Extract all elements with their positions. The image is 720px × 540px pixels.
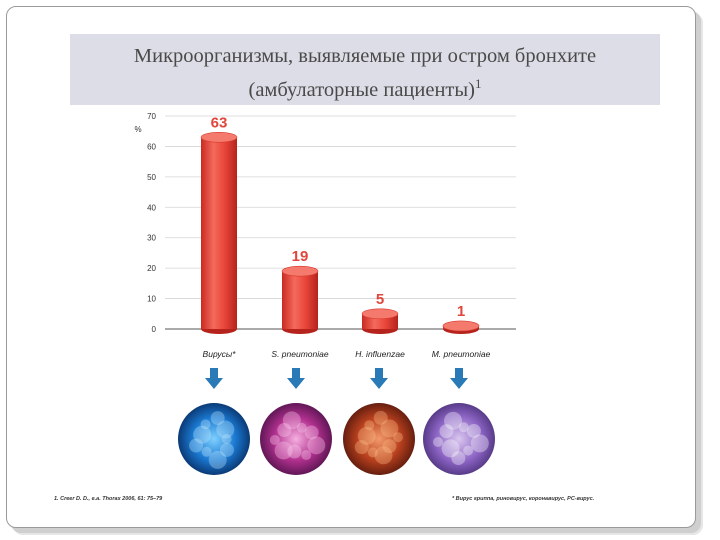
virus-footnote: * Вирус гриппа, риновирус, коронавирус, … [452, 496, 595, 502]
x-category-label: M. pneumoniae [432, 349, 491, 359]
y-tick-label: 30 [147, 234, 156, 243]
micrograph-disc [260, 403, 332, 475]
micrograph-texture [277, 423, 292, 438]
micrograph-texture [451, 451, 466, 466]
micrograph-texture [210, 411, 225, 426]
x-category-label: Вирусы* [203, 349, 237, 359]
bar-value-label: 1 [457, 303, 465, 320]
micrograph-texture [374, 446, 393, 465]
x-category-label: H. influenzae [355, 349, 405, 359]
micrograph-texture [354, 440, 369, 455]
micrograph-disc [423, 403, 495, 475]
source-footnote: 1. Creer D. D., e.a. Thorax 2006, 61: 75… [54, 496, 163, 502]
y-tick-label: 50 [147, 173, 156, 182]
m-pneumoniae-micrograph [423, 403, 495, 475]
s-pneumoniae-micrograph [260, 403, 332, 475]
h-influenzae-micrograph [343, 403, 415, 475]
micrograph-texture [269, 435, 280, 446]
bar-value-label: 19 [292, 248, 309, 265]
micrograph-texture [193, 425, 212, 444]
bar-top [361, 308, 399, 320]
bar-top [442, 320, 480, 332]
micrograph-disc [178, 403, 250, 475]
micrograph-texture [458, 422, 469, 433]
bar-value-label: 5 [376, 291, 384, 308]
y-axis-label: % [134, 125, 141, 134]
micrograph-disc [343, 403, 415, 475]
micrograph-texture [432, 436, 443, 447]
micrograph-texture [441, 439, 460, 458]
down-arrow-icon [205, 368, 223, 389]
down-arrow-icon [370, 368, 388, 389]
bar-top [200, 132, 238, 143]
down-arrow-icon [287, 368, 305, 389]
micrograph-texture [221, 434, 232, 444]
bar-body [282, 271, 318, 329]
bar-1 [281, 265, 319, 334]
y-tick-label: 70 [147, 112, 156, 121]
micrograph-texture [282, 411, 301, 430]
micrograph-texture [301, 450, 312, 461]
bar-3 [442, 320, 480, 334]
bar-value-label: 63 [211, 114, 228, 131]
down-arrow-icon [450, 368, 468, 389]
slide-title-line-2: (амбулаторные пациенты)1 [70, 70, 660, 104]
micrograph-texture [357, 426, 376, 445]
y-tick-label: 40 [147, 203, 156, 212]
y-tick-label: 60 [147, 142, 156, 151]
slide-title-line-1: Микроорганизмы, выявляемые при остром бр… [133, 45, 597, 67]
micrograph-texture [367, 447, 378, 458]
y-tick-label: 10 [147, 295, 156, 304]
bar-2 [361, 308, 399, 334]
micrograph-texture [392, 432, 403, 443]
micrograph-texture [444, 411, 463, 430]
virus-micrograph [178, 403, 250, 475]
x-category-label: S. pneumoniae [271, 349, 328, 359]
y-tick-label: 0 [152, 325, 157, 334]
micrograph-texture [470, 434, 489, 453]
micrograph-texture [296, 422, 307, 433]
micrograph-texture [364, 420, 375, 431]
micrograph-texture [382, 439, 397, 454]
bar-top [281, 265, 319, 277]
micrograph-texture [304, 425, 319, 440]
micrograph-texture [439, 424, 454, 439]
citation-marker: 1 [475, 76, 482, 91]
micrograph-texture [380, 419, 399, 438]
bar-0 [200, 132, 238, 334]
micrograph-texture [463, 445, 474, 456]
micrograph-texture [287, 444, 302, 459]
micrograph-texture [200, 419, 211, 430]
micrograph-texture [373, 410, 388, 425]
micrograph-texture [201, 446, 212, 457]
micrograph-texture [466, 424, 481, 439]
micrograph-texture [189, 438, 204, 453]
y-tick-label: 20 [147, 264, 156, 273]
micrograph-texture [208, 450, 227, 469]
micrograph-texture [219, 442, 234, 457]
title-band: Микроорганизмы, выявляемые при остром бр… [70, 34, 660, 105]
micrograph-texture [216, 420, 235, 439]
bar-body [201, 137, 237, 329]
slide-title-line-2-text: (амбулаторные пациенты) [248, 78, 476, 101]
micrograph-texture [307, 436, 326, 455]
micrograph-texture [274, 441, 293, 460]
